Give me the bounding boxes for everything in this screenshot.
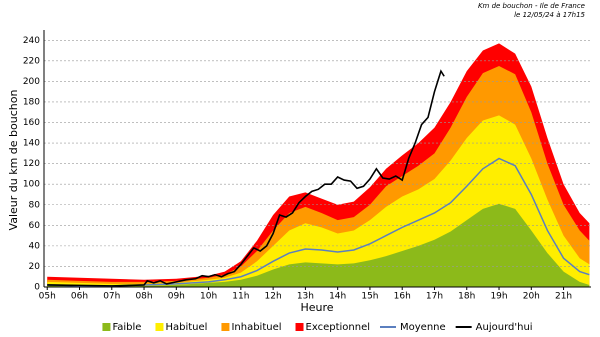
y-tick-label: 100 <box>23 180 40 190</box>
x-tick-label: 20h <box>523 292 540 302</box>
x-tick-label: 10h <box>200 292 217 302</box>
y-tick-label: 240 <box>23 36 40 46</box>
chart-subtitle: le 12/05/24 à 17h15 <box>514 11 585 19</box>
legend-swatch <box>102 323 111 331</box>
x-tick-label: 16h <box>394 292 411 302</box>
x-tick-label: 13h <box>297 292 314 302</box>
y-tick-label: 80 <box>29 200 41 210</box>
x-tick-label: 17h <box>426 292 443 302</box>
x-tick-label: 08h <box>135 292 152 302</box>
legend-swatch <box>295 323 304 331</box>
y-tick-label: 20 <box>29 262 41 272</box>
legend-label: Inhabituel <box>231 322 281 333</box>
x-tick-label: 06h <box>71 292 88 302</box>
x-tick-label: 07h <box>103 292 120 302</box>
y-tick-label: 140 <box>23 139 40 149</box>
legend: Faible Habituel Inhabituel Exceptionnel Moye… <box>102 322 533 333</box>
x-axis-label: Heure <box>300 301 333 314</box>
legend-swatch <box>155 323 164 331</box>
line-5 <box>47 69 445 287</box>
y-tick-label: 160 <box>23 118 40 128</box>
y-tick-label: 0 <box>34 283 40 293</box>
x-tick-label: 21h <box>555 292 572 302</box>
x-tick-label: 14h <box>329 292 346 302</box>
x-tick-label: 11h <box>232 292 249 302</box>
legend-label: Exceptionnel <box>306 322 370 333</box>
legend-swatch <box>221 323 230 331</box>
x-tick-label: 09h <box>168 292 185 302</box>
x-tick-label: 18h <box>458 292 475 302</box>
y-tick-label: 60 <box>29 221 41 231</box>
x-tick-label: 19h <box>490 292 507 302</box>
chart-title: Km de bouchon - Ile de France <box>478 2 585 10</box>
x-tick-label: 12h <box>265 292 282 302</box>
legend-label: Faible <box>112 322 141 333</box>
x-tick-label: 05h <box>39 292 56 302</box>
y-tick-label: 180 <box>23 97 40 107</box>
legend-label: Aujourd'hui <box>476 322 533 333</box>
y-tick-label: 40 <box>29 241 41 251</box>
legend-label: Moyenne <box>400 322 446 333</box>
y-axis-label: Valeur du km de bouchon <box>7 90 20 231</box>
y-tick-label: 220 <box>23 56 40 66</box>
legend-label: Habituel <box>165 322 207 333</box>
line-4 <box>47 157 590 287</box>
y-tick-label: 120 <box>23 159 40 169</box>
y-tick-label: 200 <box>23 77 40 87</box>
x-tick-label: 15h <box>361 292 378 302</box>
